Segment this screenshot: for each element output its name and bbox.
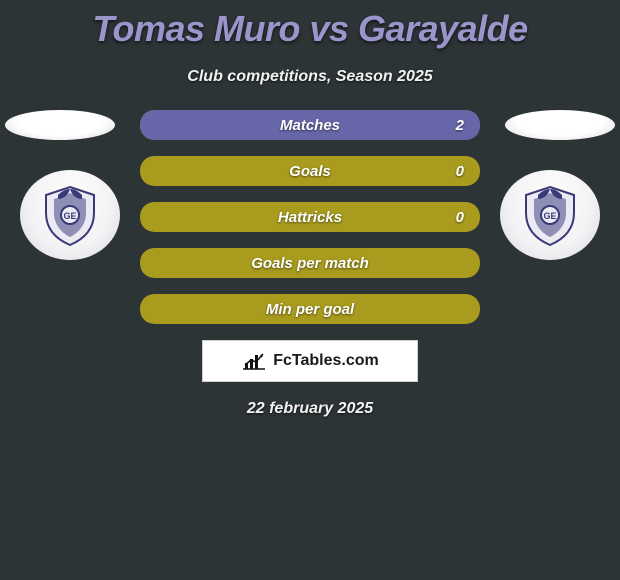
- subtitle: Club competitions, Season 2025: [0, 68, 620, 86]
- svg-text:GE: GE: [63, 211, 76, 221]
- shield-icon: GE: [38, 183, 102, 247]
- bar-chart-icon: [241, 351, 267, 371]
- player-right-avatar: [505, 110, 615, 140]
- comparison-arena: GE GE Matches 2 Goals 0 Hattricks 0 Goals per …: [0, 110, 620, 324]
- stat-row-label: Min per goal: [266, 301, 354, 318]
- svg-text:GE: GE: [543, 211, 556, 221]
- stat-rows: Matches 2 Goals 0 Hattricks 0 Goals per match M…: [140, 110, 480, 324]
- footer-brand-label: FcTables.com: [273, 352, 379, 370]
- stat-row: Hattricks 0: [140, 202, 480, 232]
- stat-row-value: 2: [456, 117, 464, 134]
- stat-row-value: 0: [456, 209, 464, 226]
- stat-row-label: Goals: [289, 163, 331, 180]
- shield-icon: GE: [518, 183, 582, 247]
- stat-row-label: Hattricks: [278, 209, 342, 226]
- page-title: Tomas Muro vs Garayalde: [0, 0, 620, 50]
- stat-row: Matches 2: [140, 110, 480, 140]
- club-crest-left: GE: [20, 170, 120, 260]
- footer-date: 22 february 2025: [0, 400, 620, 418]
- stat-row-label: Goals per match: [251, 255, 369, 272]
- stat-row: Min per goal: [140, 294, 480, 324]
- stat-row: Goals 0: [140, 156, 480, 186]
- stat-row: Goals per match: [140, 248, 480, 278]
- stat-row-value: 0: [456, 163, 464, 180]
- stat-row-label: Matches: [280, 117, 340, 134]
- footer-brand-box: FcTables.com: [202, 340, 418, 382]
- player-left-avatar: [5, 110, 115, 140]
- club-crest-right: GE: [500, 170, 600, 260]
